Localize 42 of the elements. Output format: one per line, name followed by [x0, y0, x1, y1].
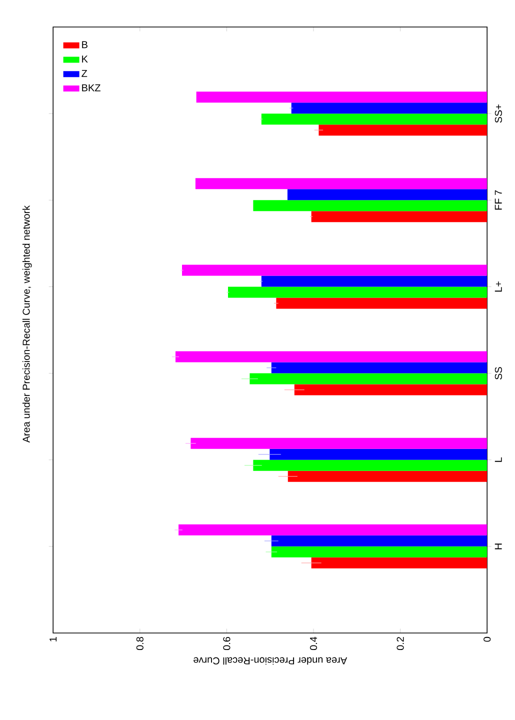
y-tick-label: SS — [494, 367, 502, 380]
y-tick-label: SS+ — [494, 104, 502, 123]
y-tick-label: L — [494, 457, 502, 462]
bar — [178, 524, 488, 536]
bar — [261, 114, 488, 125]
x-tick-label: 0 — [484, 636, 491, 642]
bar — [182, 264, 488, 276]
x-tick-label: 0.4 — [310, 636, 317, 650]
x-tick-label: 0.2 — [396, 637, 404, 650]
y-tick-label: FF 7 — [494, 190, 502, 210]
bar — [276, 298, 488, 309]
bar — [253, 460, 488, 471]
bar — [253, 200, 488, 212]
bar — [196, 92, 488, 103]
bar — [250, 373, 488, 384]
y-tick-label: H — [494, 544, 502, 550]
bar — [190, 438, 488, 449]
bar — [288, 470, 488, 482]
bar — [270, 448, 488, 460]
bar — [195, 178, 488, 190]
bar — [175, 351, 488, 362]
legend-label: Z — [82, 70, 88, 77]
bar — [311, 211, 488, 222]
bar — [261, 276, 488, 287]
bar — [228, 286, 488, 298]
bar — [311, 557, 488, 568]
bar — [318, 124, 488, 136]
x-tick-label: 1 — [50, 637, 56, 642]
x-tick-label: 0.8 — [136, 636, 144, 650]
legend-label: B — [82, 41, 88, 48]
x-axis-title: Area under Precision-Recall Curve — [194, 657, 348, 665]
bar — [271, 362, 488, 374]
bar — [291, 102, 488, 114]
legend-label: BKZ — [82, 84, 100, 92]
y-tick-label: L+ — [494, 282, 502, 292]
legend-label: K — [82, 56, 88, 62]
bar — [287, 189, 488, 200]
bar — [271, 535, 488, 546]
text: Area under Precision-Recall Curve, weighted network — [22, 205, 32, 443]
bar — [271, 546, 488, 558]
bar — [294, 384, 488, 396]
x-tick-label: 0.6 — [223, 636, 230, 650]
